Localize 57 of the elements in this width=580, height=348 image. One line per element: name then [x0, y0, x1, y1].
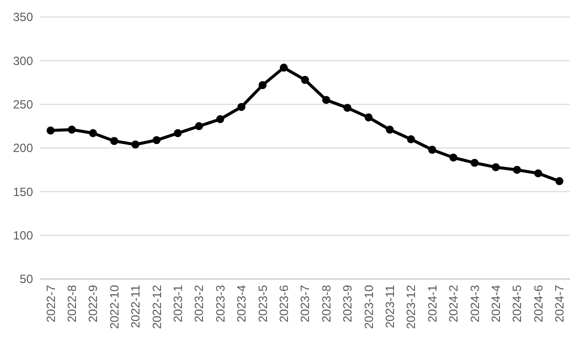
x-tick-label: 2024-6 [531, 284, 546, 322]
point [322, 96, 330, 104]
point [343, 104, 352, 112]
point [195, 122, 203, 130]
x-tick-label: 2022-7 [44, 284, 58, 322]
x-tick-label: 2023-10 [362, 284, 376, 330]
y-tick-label: 300 [12, 54, 34, 68]
x-tick-label: 2023-1 [171, 284, 185, 322]
y-tick-label: 50 [20, 272, 34, 286]
x-tick-label: 2022-10 [107, 284, 122, 330]
y-tick-label: 150 [12, 184, 34, 199]
y-tick-label: 250 [12, 98, 34, 112]
x-tick-label: 2023-3 [213, 284, 228, 322]
x-tick-label: 2023-5 [256, 284, 270, 322]
x-tick-label: 2024-5 [510, 284, 524, 322]
x-tick-label: 2023-9 [340, 284, 355, 322]
x-tick-label: 2022-12 [150, 284, 164, 330]
point [68, 126, 76, 134]
x-tick-label: 2022-8 [65, 284, 79, 322]
point [407, 135, 415, 144]
x-tick-label: 2023-7 [298, 284, 312, 322]
point [513, 166, 521, 174]
point [152, 136, 161, 144]
point [428, 146, 436, 154]
point [46, 126, 55, 135]
point [174, 129, 182, 138]
point [237, 102, 246, 111]
point [492, 163, 500, 172]
x-tick-label: 2024-3 [468, 284, 482, 322]
point [364, 113, 373, 122]
x-tick-label: 2023-8 [319, 284, 334, 322]
x-tick-label: 2022-9 [86, 284, 100, 322]
point [555, 177, 564, 186]
x-tick-label: 2023-4 [234, 284, 249, 322]
point [89, 129, 97, 138]
x-tick-label: 2024-1 [425, 284, 440, 322]
point [534, 169, 542, 178]
point [258, 81, 267, 90]
point [470, 158, 479, 167]
point [449, 154, 458, 162]
y-tick-label: 350 [12, 10, 34, 24]
point [280, 64, 288, 72]
point [131, 140, 140, 149]
point [301, 76, 309, 84]
point [386, 126, 394, 134]
x-tick-label: 2024-4 [489, 284, 503, 322]
x-tick-label: 2023-12 [404, 284, 418, 330]
x-tick-label: 2023-11 [383, 284, 397, 328]
point [216, 115, 224, 124]
x-tick-label: 2023-6 [277, 284, 291, 322]
x-tick-label: 2024-2 [446, 284, 461, 322]
y-tick-label: 100 [12, 228, 34, 243]
y-tick-label: 200 [12, 141, 34, 156]
x-tick-label: 2022-11 [128, 284, 143, 328]
point [110, 137, 118, 146]
x-tick-label: 2023-2 [192, 284, 206, 322]
x-tick-label: 2024-7 [552, 284, 567, 322]
